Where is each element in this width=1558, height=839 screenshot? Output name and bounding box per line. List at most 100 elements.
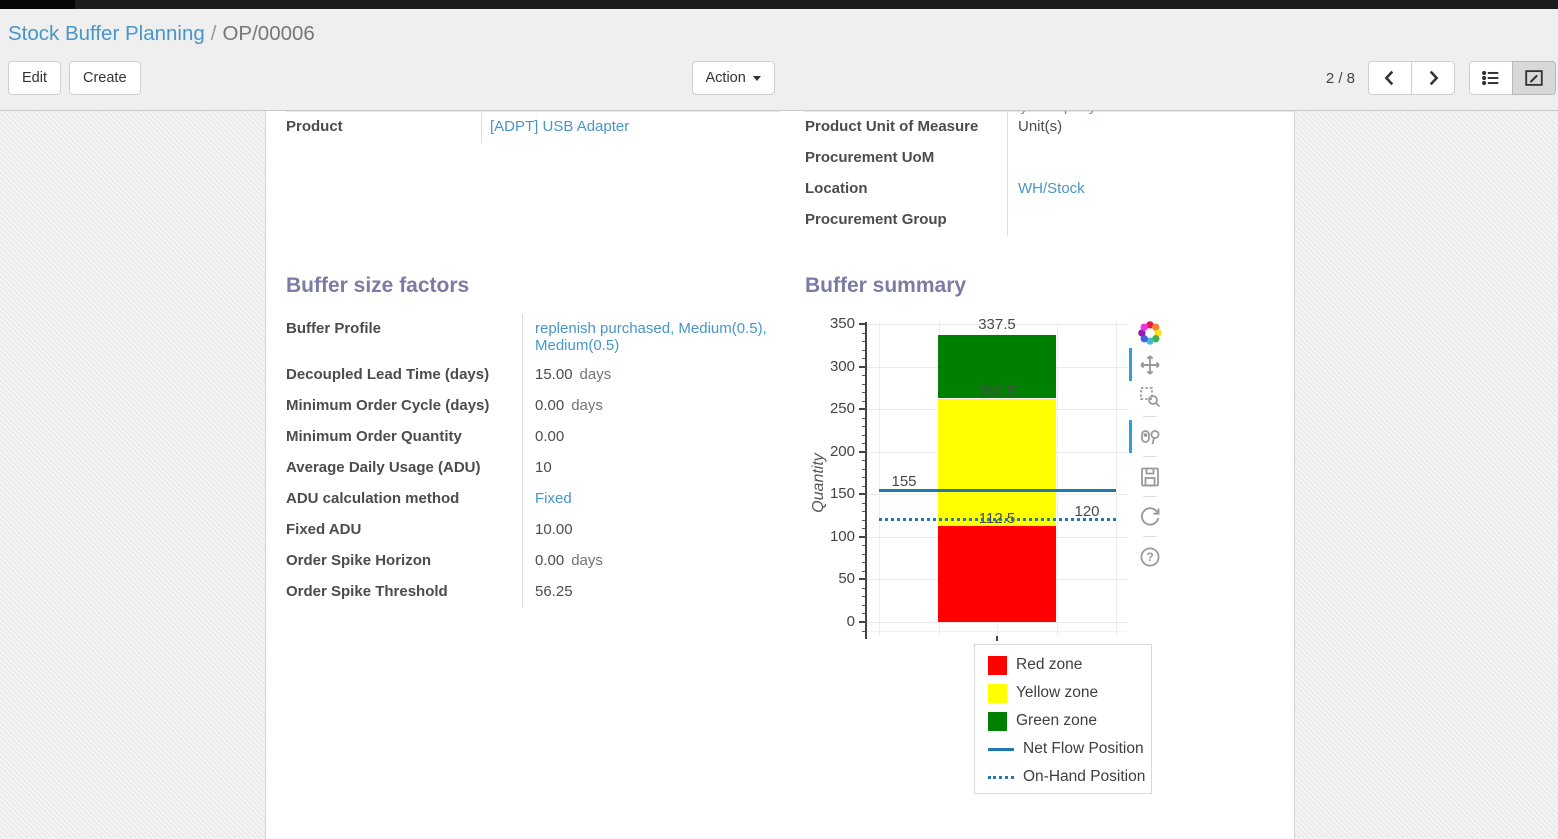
box-zoom-icon[interactable] bbox=[1137, 384, 1163, 410]
bar-value-label: 337.5 bbox=[978, 315, 1016, 333]
chart-legend: Red zone Yellow zone Green zone Net Flow Po… bbox=[974, 644, 1152, 794]
field-row-dlt: Decoupled Lead Time (days) 15.00 days bbox=[286, 360, 780, 391]
help-icon[interactable]: ? bbox=[1137, 544, 1163, 570]
y-axis-minor-tick bbox=[861, 332, 865, 334]
y-axis-tick bbox=[859, 450, 865, 453]
field-unit: days bbox=[579, 366, 612, 383]
y-axis-minor-tick bbox=[861, 553, 865, 555]
field-label: Buffer Profile bbox=[286, 320, 382, 337]
field-row-buffer-profile: Buffer Profile replenish purchased, Medi… bbox=[286, 314, 780, 360]
line-value-label: 120 bbox=[1074, 502, 1100, 520]
view-switcher bbox=[1469, 61, 1556, 95]
buffer-profile-link[interactable]: replenish purchased, Medium(0.5), Medium… bbox=[535, 320, 767, 354]
legend-label: Yellow zone bbox=[1016, 684, 1099, 701]
y-axis-minor-tick bbox=[861, 570, 865, 572]
chevron-left-icon bbox=[1384, 70, 1394, 86]
y-axis-minor-tick bbox=[861, 562, 865, 564]
location-link[interactable]: WH/Stock bbox=[1018, 180, 1085, 197]
y-axis-minor-tick bbox=[861, 596, 865, 598]
field-unit: days bbox=[571, 552, 603, 569]
legend-item-yellow-zone[interactable]: Yellow zone bbox=[975, 679, 1151, 707]
on-hand-position-line[interactable] bbox=[879, 518, 1116, 522]
legend-item-red-zone[interactable]: Red zone bbox=[975, 651, 1151, 679]
svg-text:?: ? bbox=[1146, 550, 1153, 564]
y-axis-tick-label: 150 bbox=[829, 485, 855, 503]
gridline bbox=[866, 324, 1127, 325]
legend-label: Green zone bbox=[1016, 712, 1097, 729]
field-row-spike-horizon: Order Spike Horizon 0.00 days bbox=[286, 546, 780, 577]
field-label: Procurement Group bbox=[805, 211, 947, 228]
y-axis-tick bbox=[859, 621, 865, 623]
y-axis-tick-label: 300 bbox=[829, 357, 855, 375]
pager-prev-button[interactable] bbox=[1368, 61, 1412, 95]
pager-next-button[interactable] bbox=[1411, 61, 1455, 95]
y-axis-minor-tick bbox=[861, 349, 865, 351]
modebar-active-bar bbox=[1129, 348, 1132, 381]
field-label: Location bbox=[805, 180, 868, 197]
y-axis-tick-label: 100 bbox=[829, 527, 855, 545]
list-view-button[interactable] bbox=[1469, 61, 1513, 95]
y-axis-tick-label: 50 bbox=[838, 570, 855, 588]
x-axis-tick bbox=[996, 636, 998, 641]
modebar-active-bar bbox=[1129, 420, 1132, 453]
legend-item-green-zone[interactable]: Green zone bbox=[975, 707, 1151, 735]
field-row-procurement-group: Procurement Group bbox=[805, 205, 1294, 236]
reset-icon[interactable] bbox=[1137, 504, 1163, 530]
field-label: Fixed ADU bbox=[286, 521, 362, 538]
field-label: Product Unit of Measure bbox=[805, 118, 979, 135]
field-label: Product bbox=[286, 118, 343, 135]
yellow-zone-bar[interactable] bbox=[938, 398, 1056, 527]
form-view-button[interactable] bbox=[1512, 61, 1556, 95]
legend-item-on-hand-position[interactable]: On-Hand Position bbox=[975, 763, 1151, 791]
field-label: Procurement UoM bbox=[805, 149, 935, 166]
field-row-product: Product [ADPT] USB Adapter bbox=[286, 112, 780, 143]
y-axis-minor-tick bbox=[861, 383, 865, 385]
y-axis-minor-tick bbox=[861, 587, 865, 589]
field-row-fixed-adu: Fixed ADU 10.00 bbox=[286, 515, 780, 546]
modebar-divider bbox=[1143, 536, 1157, 537]
field-row-adu-method: ADU calculation method Fixed bbox=[286, 484, 780, 515]
field-unit: days bbox=[571, 397, 603, 414]
create-button[interactable]: Create bbox=[69, 61, 141, 95]
product-link[interactable]: [ADPT] USB Adapter bbox=[490, 118, 630, 135]
y-axis-tick-label: 350 bbox=[829, 315, 855, 332]
chevron-right-icon bbox=[1429, 70, 1439, 86]
field-label: ADU calculation method bbox=[286, 490, 460, 507]
y-axis-tick-label: 200 bbox=[829, 442, 855, 460]
legend-label: Net Flow Position bbox=[1023, 740, 1144, 757]
y-axis-tick-label: 250 bbox=[829, 400, 855, 418]
y-axis-minor-tick bbox=[861, 528, 865, 530]
field-value bbox=[1007, 143, 1294, 174]
plotly-logo-icon[interactable] bbox=[1137, 320, 1163, 346]
edit-button[interactable]: Edit bbox=[8, 61, 61, 95]
red-zone-bar[interactable] bbox=[938, 526, 1056, 622]
field-row-adu: Average Daily Usage (ADU) 10 bbox=[286, 453, 780, 484]
y-axis-minor-tick bbox=[861, 375, 865, 377]
y-axis-minor-tick bbox=[861, 502, 865, 504]
y-axis-tick bbox=[859, 365, 865, 368]
legend-item-net-flow-position[interactable]: Net Flow Position bbox=[975, 735, 1151, 763]
breadcrumb-separator: / bbox=[210, 22, 217, 45]
adu-method-link[interactable]: Fixed bbox=[535, 490, 572, 507]
y-axis-minor-tick bbox=[861, 443, 865, 445]
green-zone-bar[interactable] bbox=[938, 334, 1056, 399]
y-axis-minor-tick bbox=[861, 511, 865, 513]
pan-icon[interactable] bbox=[1129, 348, 1163, 381]
net-flow-position-line[interactable] bbox=[879, 488, 1116, 492]
save-icon[interactable] bbox=[1137, 464, 1163, 490]
field-value: 10.00 bbox=[535, 521, 573, 538]
y-axis-minor-tick bbox=[861, 613, 865, 615]
zoom-in-out-icon[interactable] bbox=[1129, 420, 1163, 453]
y-axis-minor-tick bbox=[861, 434, 865, 436]
gridline bbox=[866, 622, 1127, 623]
y-axis-minor-tick bbox=[861, 545, 865, 547]
top-menu-bar bbox=[0, 0, 1558, 9]
field-row-min-order-cycle: Minimum Order Cycle (days) 0.00 days bbox=[286, 391, 780, 422]
y-axis-minor-tick bbox=[861, 460, 865, 462]
gridline bbox=[879, 322, 880, 636]
breadcrumb-parent-link[interactable]: Stock Buffer Planning bbox=[8, 22, 205, 45]
y-axis-tick bbox=[859, 323, 865, 325]
edit-form-icon bbox=[1525, 70, 1543, 86]
field-label: Decoupled Lead Time (days) bbox=[286, 366, 490, 383]
action-button[interactable]: Action bbox=[691, 61, 775, 95]
